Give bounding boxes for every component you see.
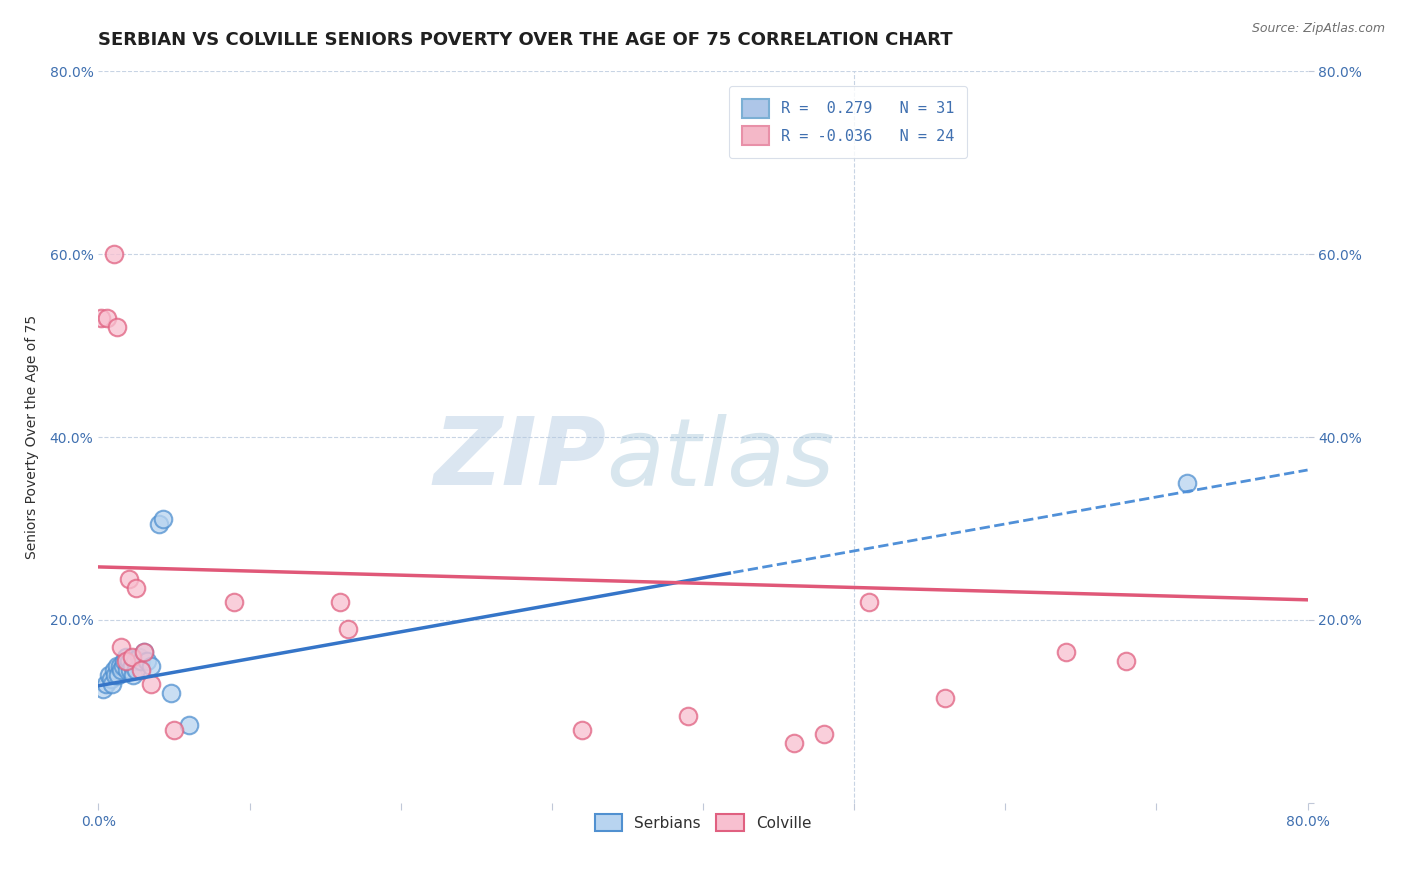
Point: [104, 667, 127, 681]
Point: [103, 663, 125, 677]
Point: [129, 663, 152, 677]
Point: [121, 658, 143, 673]
Point: [91, 681, 114, 696]
Point: [105, 320, 128, 334]
Point: [112, 654, 135, 668]
Point: [118, 572, 141, 586]
Point: [135, 654, 157, 668]
Legend: Serbians, Colville: Serbians, Colville: [586, 806, 820, 839]
Y-axis label: Seniors Poverty Over the Age of 75: Seniors Poverty Over the Age of 75: [24, 315, 38, 559]
Point: [676, 709, 699, 723]
Point: [90, 311, 112, 326]
Point: [108, 658, 131, 673]
Point: [160, 686, 183, 700]
Point: [105, 658, 128, 673]
Point: [336, 622, 359, 636]
Point: [114, 649, 136, 664]
Point: [125, 663, 148, 677]
Point: [128, 649, 150, 664]
Point: [111, 658, 134, 673]
Point: [148, 516, 170, 531]
Point: [1175, 475, 1198, 490]
Point: [107, 667, 129, 681]
Point: [934, 690, 956, 705]
Point: [571, 723, 593, 737]
Point: [813, 727, 835, 741]
Point: [118, 654, 141, 668]
Point: [120, 663, 142, 677]
Point: [98, 667, 121, 681]
Point: [100, 673, 122, 687]
Text: atlas: atlas: [606, 414, 835, 505]
Point: [141, 658, 163, 673]
Point: [122, 667, 145, 681]
Text: ZIP: ZIP: [433, 413, 606, 505]
Point: [115, 663, 138, 677]
Point: [110, 663, 132, 677]
Point: [224, 594, 246, 608]
Point: [114, 654, 136, 668]
Point: [783, 736, 806, 750]
Point: [124, 654, 146, 668]
Point: [103, 247, 125, 261]
Text: Source: ZipAtlas.com: Source: ZipAtlas.com: [1251, 22, 1385, 36]
Point: [141, 677, 163, 691]
Point: [163, 723, 186, 737]
Point: [121, 649, 143, 664]
Text: SERBIAN VS COLVILLE SENIORS POVERTY OVER THE AGE OF 75 CORRELATION CHART: SERBIAN VS COLVILLE SENIORS POVERTY OVER…: [98, 31, 953, 49]
Point: [132, 645, 155, 659]
Point: [129, 654, 152, 668]
Point: [125, 581, 148, 595]
Point: [1054, 645, 1077, 659]
Point: [110, 640, 132, 655]
Point: [858, 594, 880, 608]
Point: [179, 718, 201, 732]
Point: [101, 677, 124, 691]
Point: [1115, 654, 1137, 668]
Point: [132, 645, 155, 659]
Point: [329, 594, 352, 608]
Point: [94, 677, 117, 691]
Point: [152, 512, 174, 526]
Point: [96, 311, 118, 326]
